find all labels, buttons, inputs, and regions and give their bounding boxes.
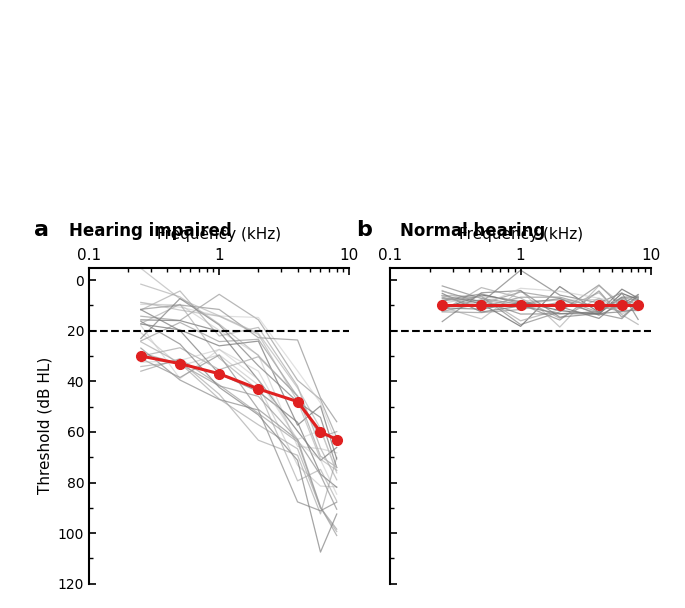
- Text: Hearing impaired: Hearing impaired: [69, 222, 232, 240]
- Text: b: b: [356, 220, 372, 240]
- Text: a: a: [34, 220, 49, 240]
- Y-axis label: Threshold (dB HL): Threshold (dB HL): [37, 357, 52, 494]
- X-axis label: Frequency (kHz): Frequency (kHz): [157, 227, 282, 243]
- Text: Normal hearing: Normal hearing: [400, 222, 545, 240]
- X-axis label: Frequency (kHz): Frequency (kHz): [458, 227, 583, 243]
